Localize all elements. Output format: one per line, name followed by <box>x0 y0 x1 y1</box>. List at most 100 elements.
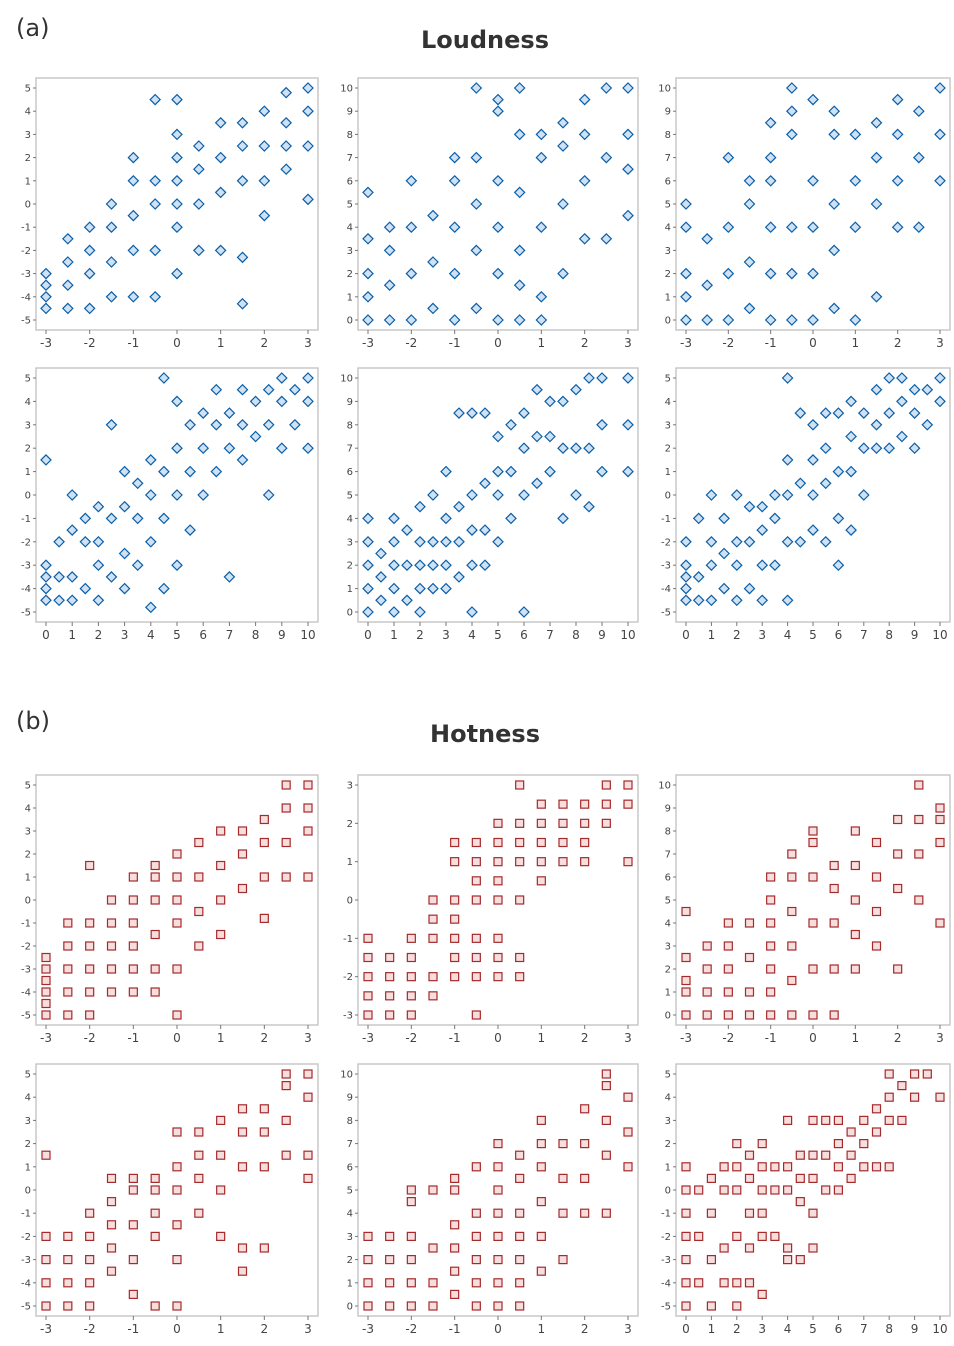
y-tick-label: 7 <box>665 850 671 861</box>
data-point <box>782 1185 793 1195</box>
data-point <box>105 571 118 583</box>
data-point <box>450 1266 460 1276</box>
y-tick-label: 2 <box>665 965 671 976</box>
data-point <box>787 906 797 917</box>
y-tick-label: -5 <box>661 1302 671 1313</box>
data-point <box>829 918 839 928</box>
data-point <box>385 952 395 963</box>
data-point <box>66 489 79 501</box>
data-point <box>85 1208 95 1218</box>
data-point <box>450 1289 460 1300</box>
y-tick-label: 9 <box>665 804 671 815</box>
y-tick-label: -2 <box>661 1232 671 1243</box>
data-point <box>128 1185 138 1195</box>
data-point <box>570 442 582 455</box>
data-point <box>515 837 525 848</box>
data-point <box>921 383 934 396</box>
data-point <box>281 1080 291 1091</box>
data-point <box>764 314 777 326</box>
data-point <box>85 1301 95 1311</box>
data-point <box>144 535 157 548</box>
x-tick-label: -1 <box>127 1322 139 1336</box>
data-point <box>40 290 52 303</box>
data-point <box>303 1069 313 1079</box>
data-point <box>172 872 182 882</box>
data-point <box>171 198 183 210</box>
data-point <box>808 1208 818 1218</box>
plot-frame <box>675 367 951 623</box>
y-tick-label: 3 <box>347 781 353 792</box>
data-point <box>914 849 924 859</box>
data-point <box>681 1010 691 1020</box>
data-point <box>718 582 730 595</box>
data-point <box>535 221 548 234</box>
data-point <box>280 116 293 129</box>
data-point <box>450 1185 460 1195</box>
data-point <box>785 105 798 118</box>
data-point <box>770 1162 780 1172</box>
data-point <box>131 477 144 490</box>
data-point <box>821 1115 831 1126</box>
data-point <box>558 857 568 867</box>
data-point <box>702 987 712 997</box>
data-point <box>558 1254 568 1265</box>
data-point <box>453 407 465 419</box>
data-point <box>601 1115 611 1126</box>
data-point <box>150 895 160 905</box>
data-point <box>106 987 117 997</box>
data-point <box>536 1266 546 1276</box>
data-point <box>908 442 921 455</box>
data-point <box>466 606 478 618</box>
data-point <box>744 1010 755 1020</box>
data-point <box>470 198 483 210</box>
data-point <box>281 837 291 848</box>
data-point <box>732 1162 742 1172</box>
data-point <box>493 952 503 963</box>
x-tick-label: -1 <box>449 1322 461 1336</box>
data-point <box>466 559 478 572</box>
y-tick-label: -2 <box>21 942 31 953</box>
data-point <box>622 372 634 384</box>
data-point <box>769 559 781 572</box>
data-point <box>471 1301 481 1311</box>
data-point <box>723 1010 733 1020</box>
data-point <box>448 151 461 164</box>
data-point <box>471 1278 481 1288</box>
data-point <box>535 128 548 141</box>
data-point <box>281 803 291 813</box>
x-tick-label: 10 <box>932 1322 947 1336</box>
data-point <box>363 1231 373 1242</box>
data-point <box>450 1220 460 1230</box>
y-tick-label: -1 <box>21 919 31 930</box>
y-tick-label: -5 <box>21 608 31 619</box>
data-point <box>513 314 526 326</box>
data-point <box>884 1069 894 1079</box>
data-point <box>535 151 548 164</box>
data-point <box>216 860 226 871</box>
data-point <box>719 1243 729 1253</box>
data-point <box>450 972 460 982</box>
data-point <box>236 454 249 466</box>
data-point <box>912 151 925 164</box>
y-tick-label: 1 <box>665 988 671 999</box>
data-point <box>680 582 692 595</box>
data-point <box>40 267 52 280</box>
data-point <box>935 803 945 813</box>
data-point <box>531 383 543 396</box>
data-point <box>600 82 613 94</box>
data-point <box>701 232 714 245</box>
x-tick-label: 8 <box>885 1322 893 1336</box>
data-point <box>53 594 65 607</box>
y-tick-label: 3 <box>665 1116 671 1127</box>
data-point <box>259 1162 269 1172</box>
data-point <box>808 964 818 974</box>
data-point <box>127 151 140 164</box>
x-tick-label: 3 <box>304 336 312 350</box>
data-point <box>41 975 51 986</box>
data-point <box>808 1010 818 1020</box>
data-point <box>302 372 314 384</box>
data-point <box>258 174 271 187</box>
data-point <box>897 1115 907 1126</box>
data-point <box>171 93 183 106</box>
